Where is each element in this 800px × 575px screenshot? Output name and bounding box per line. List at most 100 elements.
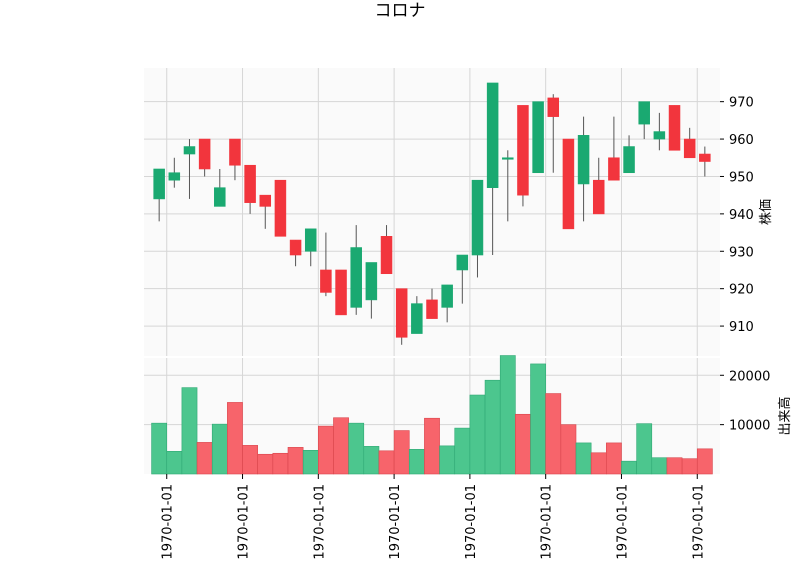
volume-bar [257,453,274,475]
candle-down [244,164,256,203]
candle-down [289,239,302,256]
candle-up [623,146,635,174]
volume-bar [499,355,516,475]
volume-bar [696,448,713,475]
volume-bar [363,446,380,475]
price-tick-label: 970 [729,96,754,111]
volume-bar [424,417,440,475]
x-tick-label: 1970-01-01 [464,484,479,560]
x-tick-labels: 1970-01-01 1970-01-01 1970-01-01 1970-01-01… [161,474,706,560]
candle-down [699,153,711,162]
volume-bar [590,452,607,475]
volume-tick-label: 20000 [729,369,770,384]
price-tick-label: 940 [729,208,754,223]
volume-bar [302,450,319,475]
volume-bar [242,445,258,475]
price-tick-label: 930 [729,245,754,260]
volume-bar [515,413,531,475]
volume-bar [560,424,577,475]
candle-down [426,299,438,319]
price-tick-label: 920 [729,283,754,298]
candle-up [214,187,226,207]
volume-bars-group [151,355,713,475]
candle-down [380,236,393,275]
candle-down [608,157,620,181]
candle-up [502,157,514,160]
volume-tick-label: 10000 [729,419,770,434]
volume-bar [621,460,637,475]
candle-down [229,138,241,166]
candle-down [198,138,211,170]
volume-bar [196,442,213,475]
volume-axis-label: 出来高 [777,396,793,435]
volume-bar [181,387,198,475]
x-tick-label: 1970-01-01 [691,484,706,560]
candle-down [683,138,696,159]
x-tick-label: 1970-01-01 [615,484,630,560]
x-tick-label: 1970-01-01 [540,484,555,560]
volume-bar [681,458,698,475]
candle-down [592,179,605,215]
candle-up [532,101,544,174]
candle-up [168,172,181,181]
volume-bar [227,402,243,475]
volume-bar [666,457,683,475]
candle-up [411,303,423,334]
candle-down [274,179,287,237]
volume-bar [469,394,486,475]
volume-bar [545,393,562,475]
candle-down [517,105,529,196]
volume-bar [454,427,471,475]
candle-up [471,179,484,256]
candle-up [350,247,362,308]
candle-up [183,146,196,155]
volume-bar [484,379,501,475]
candle-down [259,194,272,207]
candle-up [653,131,666,140]
candle-down [547,97,560,117]
volume-bar [393,430,410,475]
candles-group [153,82,711,345]
volume-bar [651,457,668,475]
candle-up [365,262,378,301]
candle-down [395,288,408,338]
volume-bar [333,417,349,475]
candle-up [577,135,590,185]
volume-bar [378,450,395,475]
volume-bar [272,452,289,475]
candle-up [486,82,499,188]
volume-bar [348,422,365,475]
candle-down [320,269,332,293]
volume-bar [408,449,425,475]
x-tick-label: 1970-01-01 [312,484,327,560]
volume-tick-labels: 10000 20000 [720,369,770,434]
volume-bar [636,423,653,475]
volume-bar [318,425,334,475]
volume-bar [575,442,592,475]
candle-down [335,269,347,316]
price-tick-label: 910 [729,320,754,335]
candle-down [668,105,681,151]
candle-up [441,284,453,308]
volume-bar [439,445,456,475]
candle-down [562,138,575,230]
price-tick-labels: 910 920 930 940 950 960 970 [720,96,754,335]
candle-up [304,228,317,252]
price-axis-label: 株価 [759,199,774,225]
volume-bar [530,363,546,475]
x-tick-label: 1970-01-01 [388,484,403,560]
x-tick-label: 1970-01-01 [161,484,176,560]
volume-bar [166,450,183,475]
volume-bar [211,423,228,475]
candle-up [456,254,469,271]
price-tick-label: 960 [729,133,754,148]
x-tick-label: 1970-01-01 [237,484,252,560]
price-tick-label: 950 [729,170,754,185]
volume-bar [606,442,622,475]
volume-bar [151,422,168,475]
chart-title: コロナ [375,1,426,21]
candle-up [638,101,650,125]
candle-up [153,168,165,200]
volume-bar [287,447,304,475]
